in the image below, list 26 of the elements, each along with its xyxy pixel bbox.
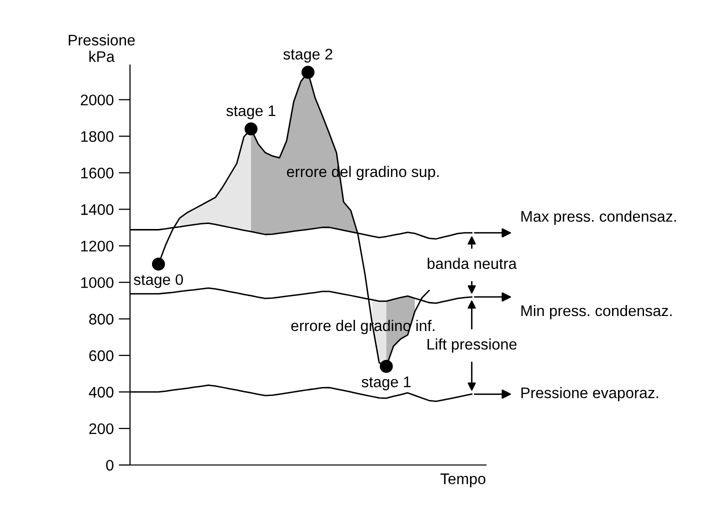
annotation: banda neutra bbox=[428, 258, 517, 270]
y-tick-label: 600 bbox=[89, 350, 114, 362]
text: Max press. condensaz. bbox=[521, 210, 676, 225]
y-tick-label: 200 bbox=[89, 423, 114, 434]
y-tick-label: 0 bbox=[106, 460, 114, 471]
annotation: Lift pressione bbox=[428, 338, 517, 353]
point bbox=[152, 258, 165, 271]
y-tick-label: 2000 bbox=[80, 94, 114, 106]
annotation: stage 0 bbox=[134, 274, 183, 288]
annotation: stage 1 bbox=[226, 106, 276, 120]
point bbox=[301, 66, 315, 79]
y-axis-title: Pressione kPa bbox=[68, 34, 135, 62]
legend-label: Pressione evaporaz. bbox=[521, 387, 658, 402]
text: Min press. condensaz. bbox=[521, 304, 672, 320]
point bbox=[380, 360, 393, 373]
y-tick-label: 1000 bbox=[81, 277, 114, 288]
y-tick-label: 1200 bbox=[81, 240, 114, 252]
y-tick-label: 1400 bbox=[81, 204, 114, 215]
text: stage 2 bbox=[283, 48, 332, 63]
y-tick-label: 800 bbox=[89, 314, 114, 325]
x-axis-title: Tempo bbox=[440, 474, 486, 488]
annotation: stage 1 bbox=[362, 376, 411, 390]
point bbox=[244, 122, 258, 136]
y-tick-label: 1600 bbox=[81, 168, 114, 178]
y-tick-label: 1800 bbox=[81, 131, 114, 142]
y-tick-label: 400 bbox=[88, 386, 114, 398]
